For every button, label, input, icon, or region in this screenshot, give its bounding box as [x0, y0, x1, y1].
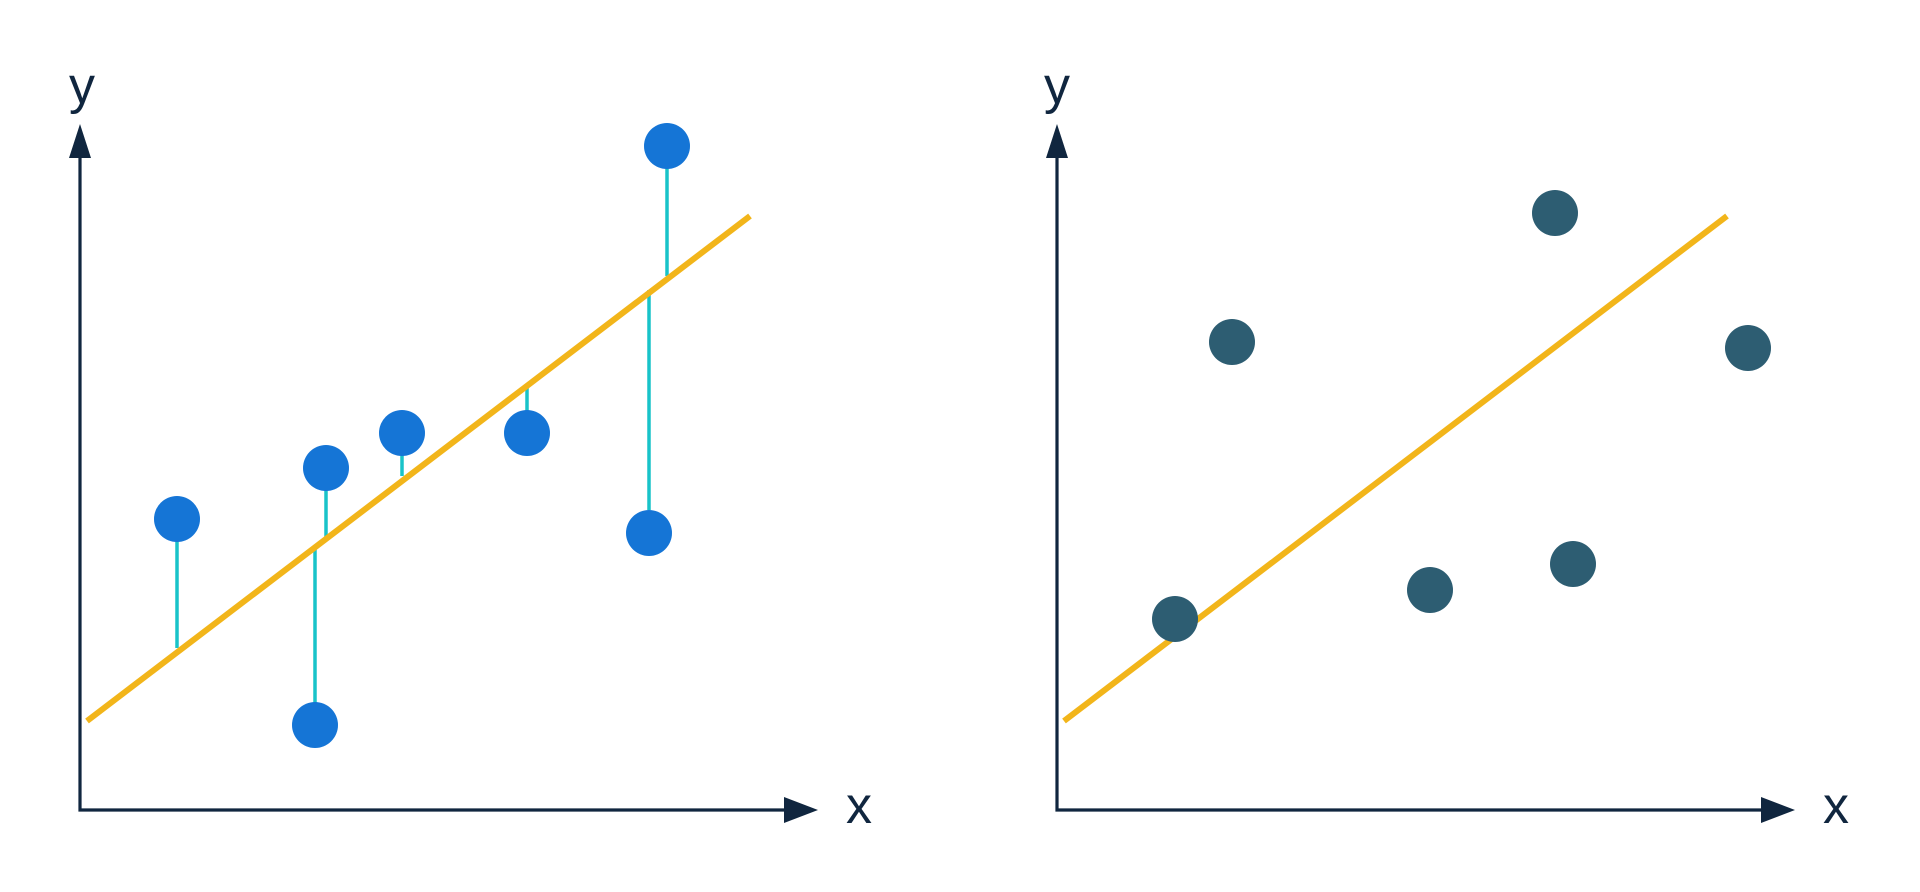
- left-data-point: [292, 702, 338, 748]
- left-panel: y x: [69, 57, 872, 835]
- left-x-axis-label: x: [846, 777, 872, 835]
- left-data-point: [504, 410, 550, 456]
- right-data-point: [1209, 319, 1255, 365]
- right-data-point: [1407, 567, 1453, 613]
- left-data-points: [154, 123, 690, 748]
- right-data-point: [1152, 596, 1198, 642]
- left-data-point: [644, 123, 690, 169]
- right-y-axis-label: y: [1044, 57, 1070, 115]
- right-x-axis-label: x: [1823, 777, 1849, 835]
- right-axes-frame: [1055, 150, 1766, 812]
- left-regression-line: [85, 213, 752, 724]
- right-data-points: [1152, 190, 1771, 642]
- left-y-arrow-icon: [69, 124, 91, 158]
- left-data-point: [379, 410, 425, 456]
- right-x-arrow-icon: [1761, 797, 1795, 823]
- left-data-point: [154, 496, 200, 542]
- left-axes: y x: [69, 57, 872, 835]
- right-panel: y x: [1044, 57, 1849, 835]
- left-data-point: [303, 445, 349, 491]
- left-data-point: [626, 510, 672, 556]
- right-y-arrow-icon: [1046, 124, 1068, 158]
- left-y-axis-label: y: [69, 57, 95, 115]
- right-axes: y x: [1044, 57, 1849, 835]
- left-axes-frame: [78, 150, 790, 812]
- left-x-arrow-icon: [784, 797, 818, 823]
- right-data-point: [1550, 541, 1596, 587]
- right-data-point: [1532, 190, 1578, 236]
- right-data-point: [1725, 325, 1771, 371]
